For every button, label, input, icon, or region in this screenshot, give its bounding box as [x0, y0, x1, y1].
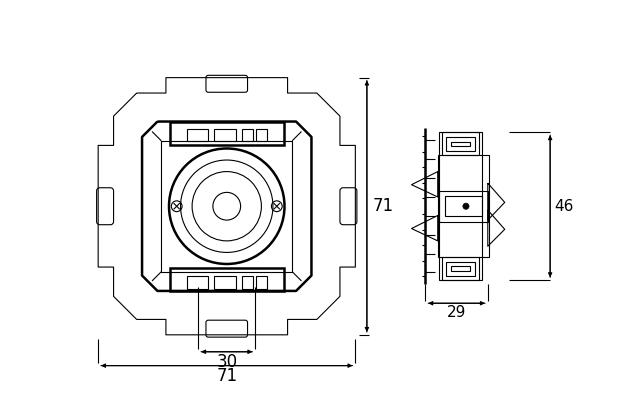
Bar — [446, 262, 475, 275]
Bar — [442, 132, 480, 156]
Bar — [170, 268, 284, 291]
Text: 30: 30 — [216, 353, 237, 371]
Text: 71: 71 — [216, 367, 237, 385]
Bar — [215, 129, 236, 141]
Bar — [170, 121, 284, 145]
Bar — [242, 275, 253, 289]
Bar — [445, 196, 482, 216]
Bar — [439, 191, 488, 222]
Text: 29: 29 — [447, 305, 466, 320]
Bar — [256, 275, 267, 289]
Bar — [438, 156, 489, 257]
Text: 71: 71 — [373, 197, 394, 215]
Text: 46: 46 — [554, 199, 574, 214]
Bar — [242, 129, 253, 141]
Bar — [215, 275, 236, 289]
Bar — [446, 137, 475, 151]
Circle shape — [463, 203, 469, 209]
Bar — [187, 129, 208, 141]
Bar — [451, 266, 470, 271]
Bar — [187, 275, 208, 289]
Bar — [451, 141, 470, 146]
Bar — [439, 132, 481, 280]
Bar — [442, 257, 480, 280]
Bar — [256, 129, 267, 141]
